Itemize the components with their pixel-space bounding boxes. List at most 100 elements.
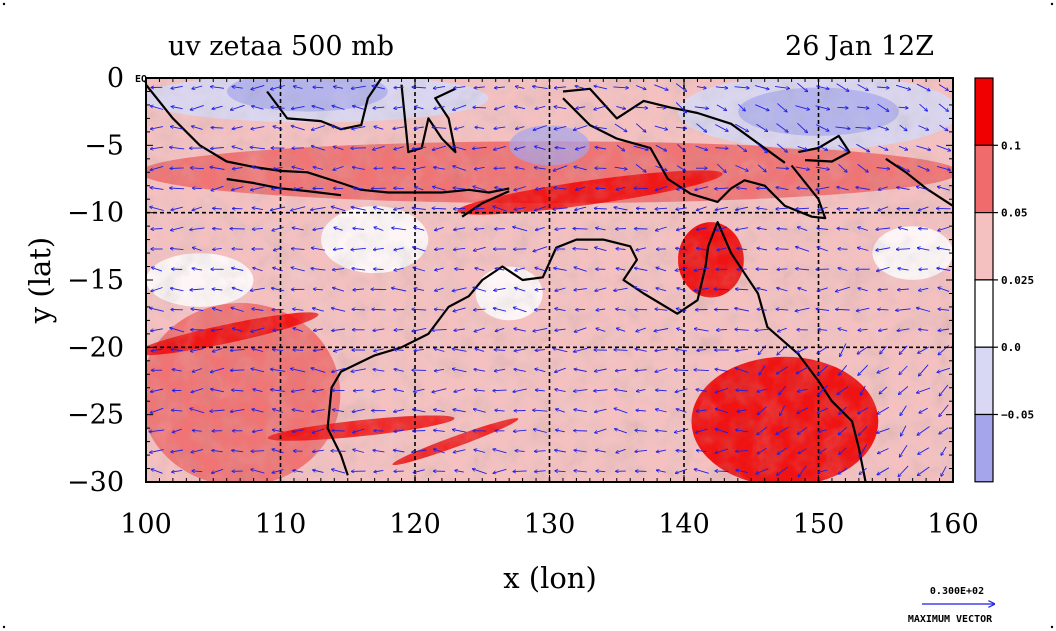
wind-vector <box>333 288 345 292</box>
y-tick-labels: 0 −5 −10 −15 −20 −25 −30 <box>67 63 124 498</box>
wind-vector <box>294 86 303 89</box>
wind-vector <box>554 87 567 88</box>
wind-vector <box>374 269 384 270</box>
wind-vector <box>574 267 587 272</box>
wind-vector <box>715 471 729 472</box>
wind-vector <box>655 349 668 351</box>
wind-vector <box>715 369 729 372</box>
wind-vector <box>291 268 305 272</box>
wind-vector <box>435 249 444 250</box>
wind-vector <box>353 428 365 433</box>
coastline-9 <box>885 157 953 207</box>
wind-vector <box>252 309 264 311</box>
wind-vector <box>453 449 466 453</box>
wind-vector <box>575 86 586 90</box>
wind-vector <box>413 268 426 272</box>
wind-vector <box>616 448 626 452</box>
wind-vector <box>676 143 685 151</box>
wind-vector <box>735 164 749 171</box>
wind-vector <box>657 470 666 473</box>
wind-vector <box>353 188 365 189</box>
vorticity-field <box>146 78 953 482</box>
coastline-8 <box>798 134 851 163</box>
wind-vector <box>535 146 546 151</box>
wind-vector <box>313 350 324 351</box>
wind-vector <box>192 368 203 372</box>
wind-vector <box>715 188 729 189</box>
wind-vector <box>715 448 729 453</box>
wind-vector <box>655 185 668 190</box>
wind-vector <box>817 247 829 252</box>
wind-vector <box>432 145 447 150</box>
wind-vector <box>634 287 648 292</box>
wind-vector <box>272 469 284 473</box>
wind-vector <box>715 409 729 414</box>
wind-vector <box>715 124 728 132</box>
wind-vector <box>838 249 848 250</box>
wind-vector <box>676 468 688 473</box>
wind-vector <box>737 248 747 249</box>
wind-vector <box>231 104 245 110</box>
wind-vector <box>351 148 367 149</box>
wind-vector <box>292 249 305 250</box>
wind-vector <box>840 343 847 357</box>
wind-vector <box>394 430 404 432</box>
wind-vector <box>513 307 527 313</box>
eq-label: EQ <box>135 74 147 85</box>
wind-vector <box>694 370 709 371</box>
wind-vector <box>616 309 626 311</box>
wind-vector <box>475 349 485 352</box>
colorbar-segment <box>974 212 994 281</box>
wind-vector <box>432 127 447 128</box>
wind-vector <box>898 107 908 108</box>
wind-vector <box>394 107 404 109</box>
wind-vector <box>655 144 667 151</box>
wind-vector <box>394 409 405 412</box>
wind-vector <box>574 390 588 392</box>
wind-vector <box>473 288 487 292</box>
wind-vector <box>515 451 525 452</box>
wind-vector <box>616 268 626 270</box>
x-tick-label: 160 <box>927 509 979 540</box>
wind-vector <box>918 206 929 211</box>
wind-vector <box>675 428 689 432</box>
wind-vector <box>191 388 204 393</box>
wind-vector <box>193 430 202 431</box>
wind-vector <box>373 369 385 372</box>
wind-vector <box>534 206 546 211</box>
wind-vector <box>634 107 648 108</box>
wind-vector <box>213 248 222 249</box>
wind-vector <box>795 166 810 170</box>
wind-vector <box>212 450 223 452</box>
wind-vector <box>394 146 404 150</box>
wind-vector <box>917 387 931 393</box>
wind-vector <box>515 146 526 150</box>
wind-vector <box>311 368 326 373</box>
wind-vector <box>715 429 729 434</box>
wind-vector <box>818 429 828 432</box>
wind-vector <box>617 328 626 332</box>
wind-vector <box>210 167 225 170</box>
wind-vector <box>353 289 365 290</box>
wind-vector <box>798 448 807 454</box>
wind-vector <box>895 84 910 89</box>
wind-vector <box>697 450 707 451</box>
wind-vector <box>331 126 346 131</box>
wind-vector <box>253 389 263 393</box>
wind-vector <box>674 370 689 371</box>
wind-vector <box>714 289 730 290</box>
wind-vector <box>494 145 506 149</box>
wind-vector <box>694 329 709 332</box>
wind-vector <box>372 309 386 310</box>
wind-vector <box>595 450 606 453</box>
wind-vector <box>432 208 447 209</box>
wind-vector <box>151 126 164 130</box>
wind-vector <box>212 289 223 290</box>
wind-vector <box>452 349 467 352</box>
wind-vector <box>432 388 447 393</box>
wind-vector <box>858 407 869 414</box>
wind-vector <box>514 329 526 332</box>
wind-vector <box>191 309 204 311</box>
wind-vector <box>757 164 766 172</box>
wind-vector <box>856 307 870 311</box>
